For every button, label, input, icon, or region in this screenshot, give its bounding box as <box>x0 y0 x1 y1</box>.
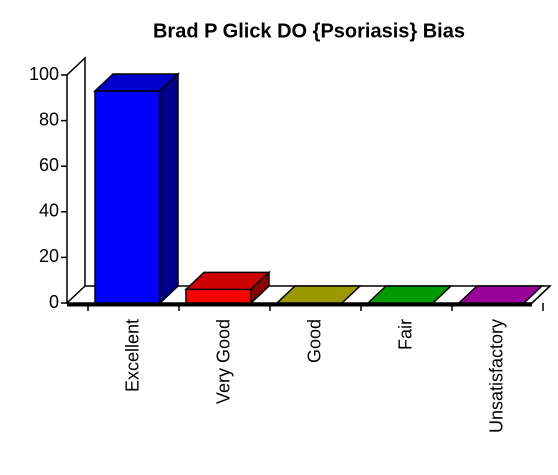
floor-right <box>531 285 551 304</box>
y-tick-label: 100 <box>29 64 59 84</box>
x-tick-label: Unsatisfactory <box>486 319 506 433</box>
bar-top <box>275 285 362 304</box>
y-tick-label: 60 <box>39 155 59 175</box>
y-tick-label: 40 <box>39 201 59 221</box>
y-tick-label: 0 <box>49 292 59 312</box>
x-tick-label: Good <box>304 319 324 363</box>
bar <box>94 90 161 304</box>
bar-top <box>457 285 544 304</box>
chart-title: Brad P Glick DO {Psoriasis} Bias <box>153 20 465 42</box>
y-tick-label: 20 <box>39 246 59 266</box>
back-wall <box>66 56 86 303</box>
x-tick-label: Fair <box>395 319 415 350</box>
x-tick-label: Very Good <box>213 319 233 404</box>
x-tick-label: Excellent <box>122 319 142 392</box>
bar-top <box>366 285 453 304</box>
y-tick-label: 80 <box>39 109 59 129</box>
bar-side <box>159 72 179 305</box>
bar <box>185 288 252 304</box>
bar-side <box>250 270 270 305</box>
